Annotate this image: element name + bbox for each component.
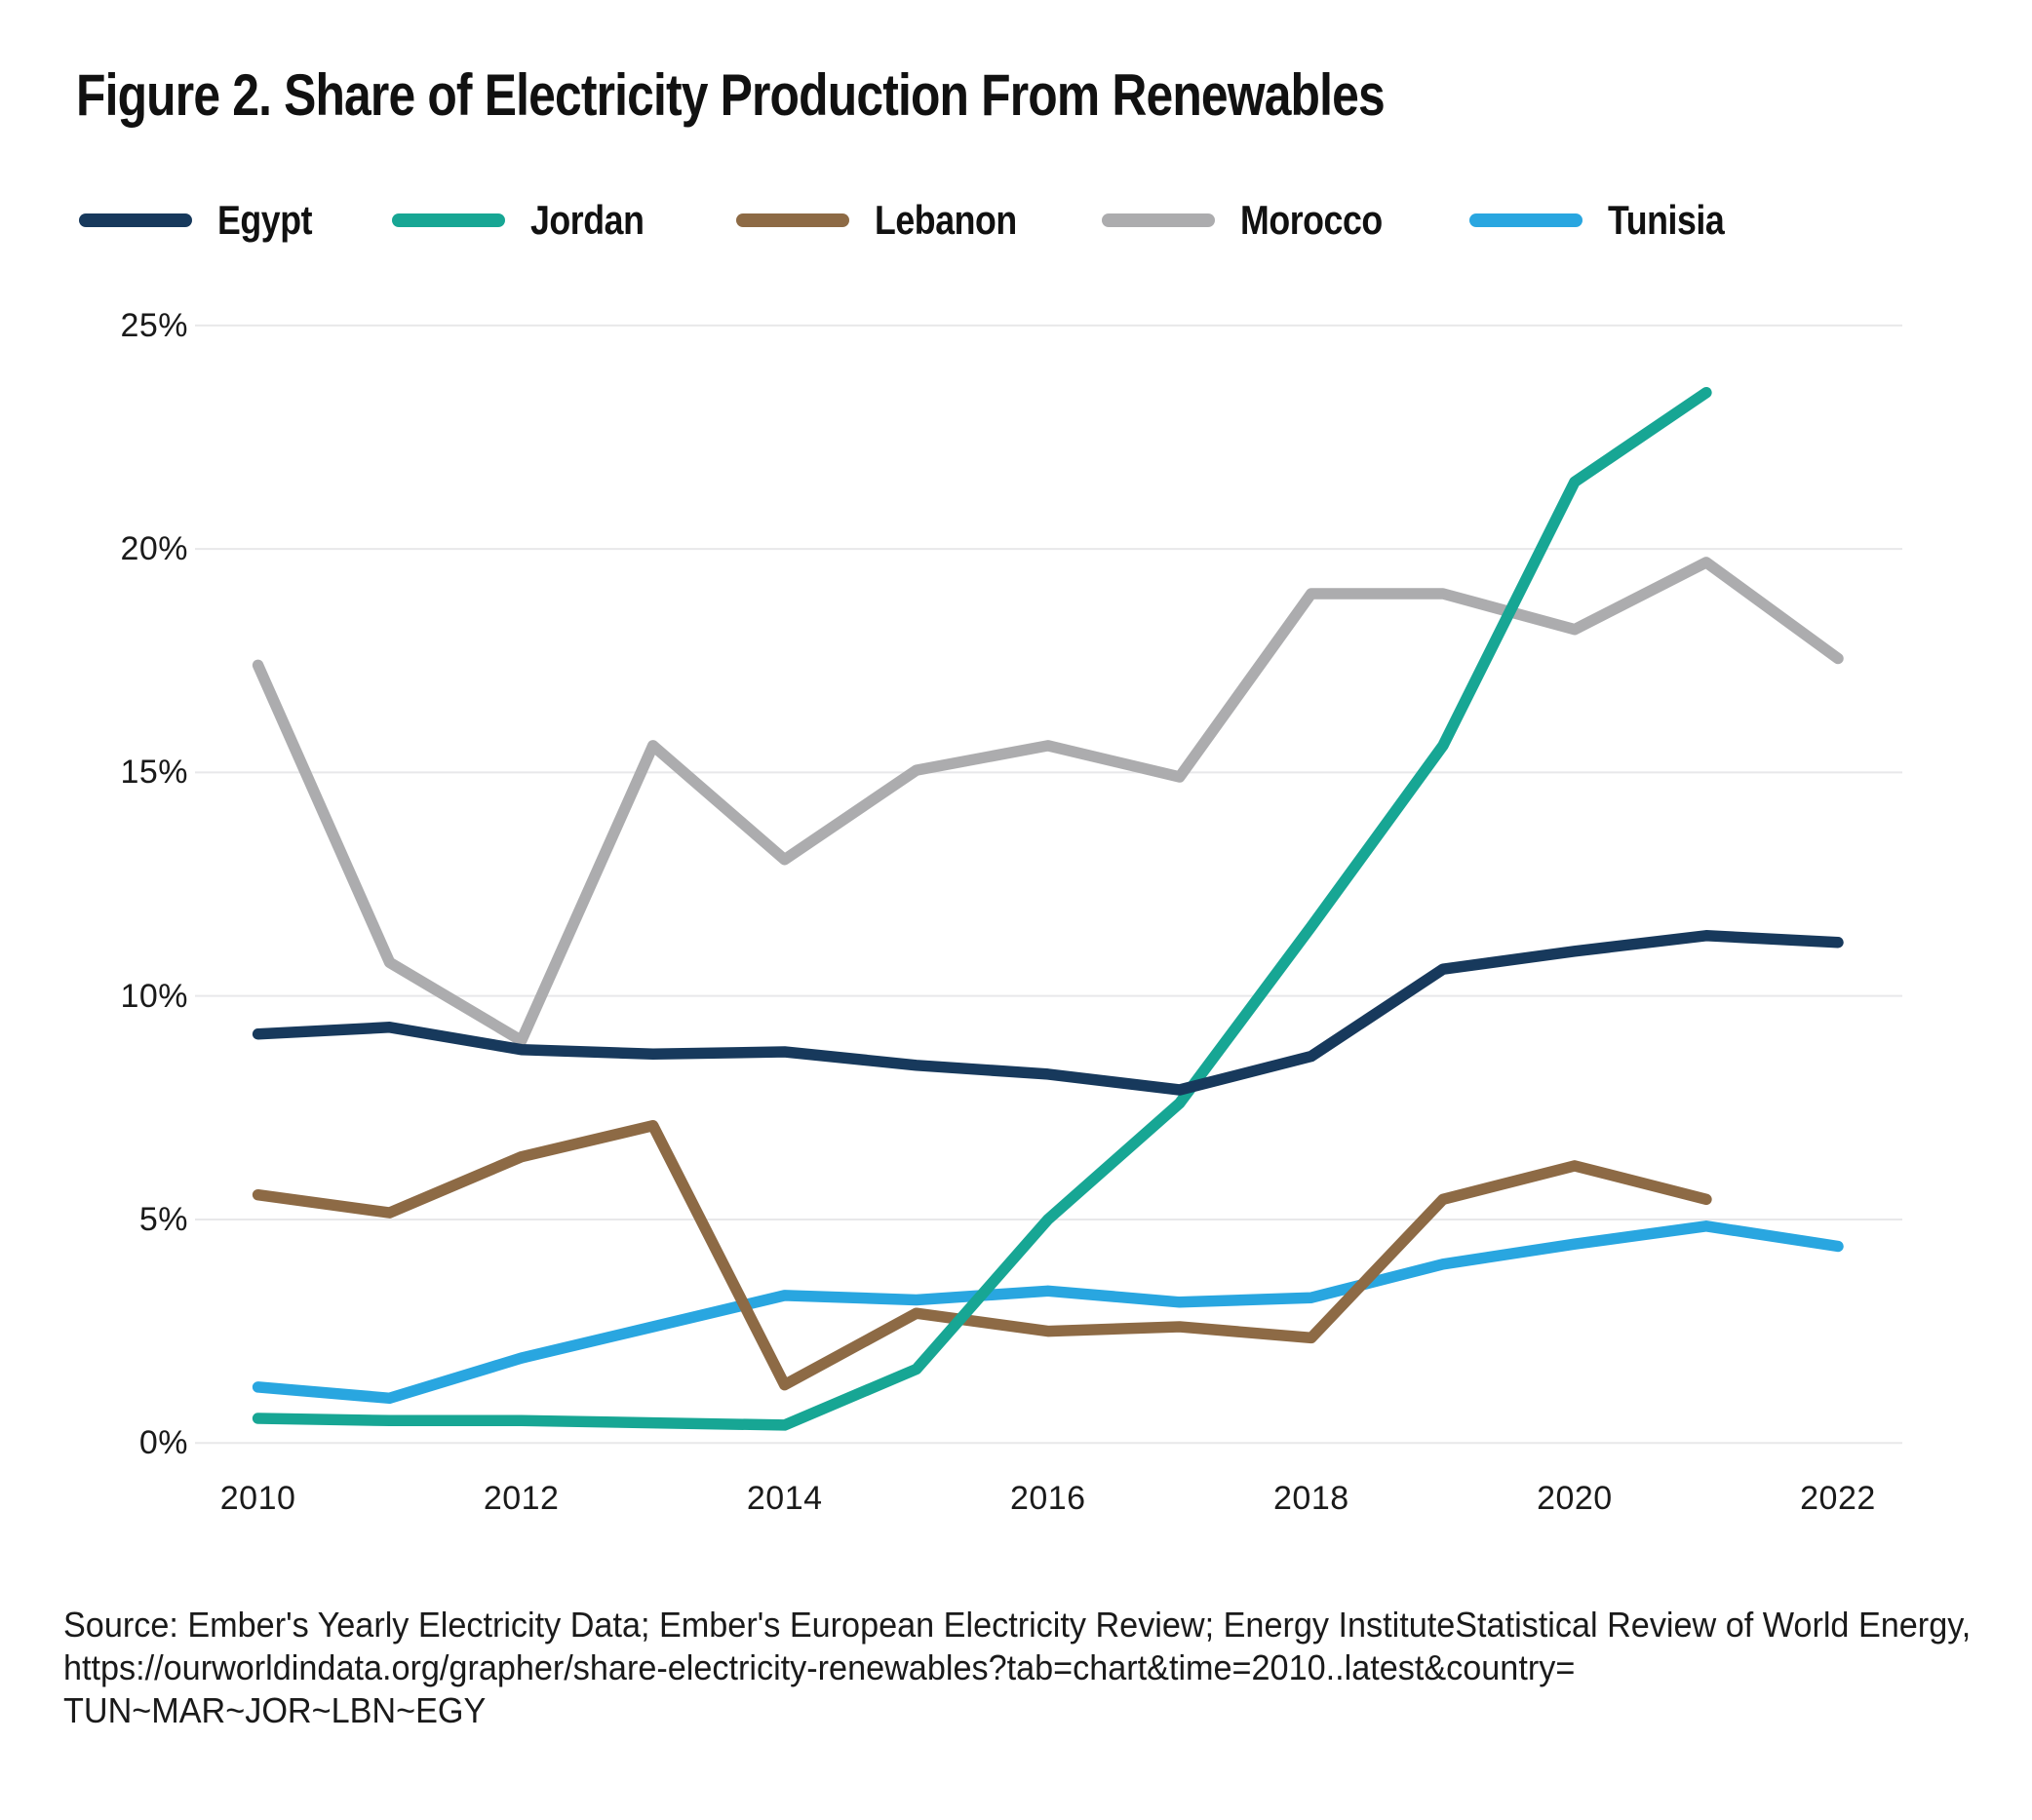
source-note: Source: Ember's Yearly Electricity Data;… (63, 1604, 1971, 1732)
legend-swatch-lebanon (736, 213, 849, 227)
y-tick-label-20pct: 20% (120, 530, 188, 568)
y-tick-label-10pct: 10% (120, 977, 188, 1015)
legend-label-tunisia: Tunisia (1608, 197, 1725, 243)
x-tick-label-2014: 2014 (746, 1480, 823, 1517)
series-line-lebanon (252, 1119, 1712, 1391)
chart-legend: Egypt Jordan Lebanon Morocco Tunisia (0, 193, 2032, 248)
source-line: TUN~MAR~JOR~LBN~EGY (63, 1690, 487, 1730)
y-tick-label-25pct: 25% (120, 306, 188, 344)
legend-item-morocco: Morocco (1102, 193, 1408, 248)
legend-item-tunisia: Tunisia (1469, 193, 1744, 248)
x-tick-label-2022: 2022 (1800, 1480, 1876, 1517)
legend-swatch-egypt (79, 213, 192, 227)
legend-label-jordan: Jordan (530, 197, 645, 243)
x-tick-label-2016: 2016 (1009, 1480, 1086, 1517)
series-line-jordan (252, 386, 1712, 1431)
legend-item-lebanon: Lebanon (736, 193, 1042, 248)
legend-label-lebanon: Lebanon (875, 197, 1017, 243)
series-line-morocco (252, 557, 1844, 1047)
y-tick-label-0pct: 0% (138, 1424, 188, 1462)
legend-label-egypt: Egypt (217, 197, 313, 243)
legend-item-egypt: Egypt (79, 193, 329, 248)
x-tick-label-2018: 2018 (1273, 1480, 1349, 1517)
series-line-egypt (252, 930, 1844, 1096)
source-line: https://ourworldindata.org/grapher/share… (63, 1647, 1576, 1687)
series-line-tunisia (252, 1220, 1844, 1405)
x-tick-label-2012: 2012 (483, 1480, 560, 1517)
source-line: Source: Ember's Yearly Electricity Data;… (63, 1605, 1972, 1645)
legend-label-morocco: Morocco (1240, 197, 1383, 243)
chart-title: Figure 2. Share of Electricity Productio… (76, 62, 1386, 128)
legend-swatch-tunisia (1469, 213, 1583, 227)
legend-swatch-morocco (1102, 213, 1215, 227)
y-tick-label-5pct: 5% (138, 1200, 188, 1238)
y-tick-label-15pct: 15% (120, 754, 188, 792)
legend-swatch-jordan (392, 213, 505, 227)
x-tick-label-2010: 2010 (219, 1480, 296, 1517)
legend-item-jordan: Jordan (392, 193, 664, 248)
x-tick-label-2020: 2020 (1537, 1480, 1613, 1517)
